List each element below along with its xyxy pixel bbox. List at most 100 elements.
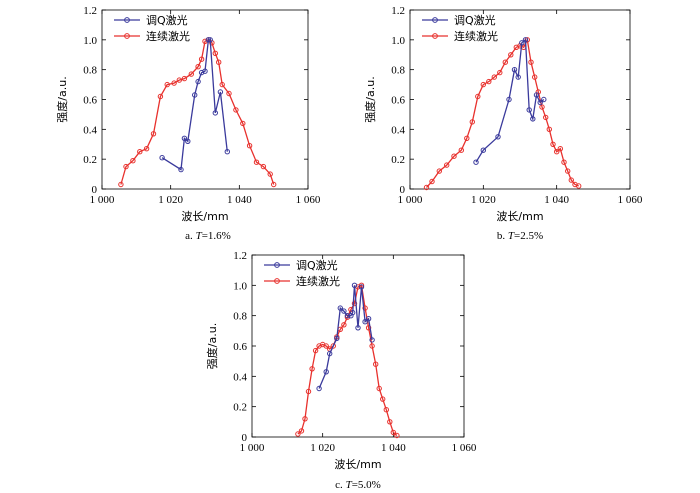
legend-label-cw: 连续激光 (454, 29, 498, 43)
data-point-cw (171, 80, 177, 86)
data-point-qswitch (473, 159, 479, 165)
data-point-qswitch (334, 335, 340, 342)
data-point-cw (157, 93, 164, 100)
data-point-cw (164, 81, 170, 88)
data-point-cw (341, 322, 347, 328)
data-point-cw (176, 77, 183, 83)
data-point-qswitch (181, 135, 188, 142)
legend-marker-cw (274, 278, 280, 284)
data-point-qswitch (159, 155, 165, 161)
y-tick-label: 0.6 (391, 95, 405, 107)
x-tick-label: 1 060 (296, 194, 321, 206)
data-point-cw (302, 416, 308, 422)
data-point-qswitch (506, 96, 512, 103)
series-line-cw (426, 37, 579, 188)
data-point-qswitch (341, 308, 347, 314)
data-point-qswitch (480, 147, 486, 153)
y-tick-label: 1.2 (233, 250, 247, 262)
data-point-cw (188, 71, 195, 77)
x-tick-label: 1 040 (381, 442, 406, 454)
legend-label-cw: 连续激光 (296, 274, 340, 288)
x-tick-label: 1 020 (158, 194, 183, 206)
data-point-qswitch (337, 305, 343, 311)
data-point-cw (365, 325, 372, 331)
data-point-cw (508, 52, 514, 58)
data-point-cw (369, 343, 375, 349)
data-point-cw (240, 120, 246, 127)
data-point-cw (532, 74, 538, 80)
data-point-cw (150, 131, 157, 137)
data-point-qswitch (185, 138, 191, 145)
plot-frame (251, 254, 465, 438)
y-tick-label: 0.8 (391, 65, 405, 77)
y-axis-label: 强度/a.u. (55, 76, 69, 122)
data-point-cw (429, 178, 435, 185)
y-tick-label: 1.0 (391, 35, 405, 47)
y-axis-label: 强度/a.u. (363, 76, 377, 122)
x-axis-label: 波长/mm (334, 458, 381, 471)
data-point-cw (143, 146, 150, 152)
data-point-cw (253, 159, 260, 165)
data-point-cw (550, 141, 556, 148)
plot-frame (409, 9, 631, 190)
series-line-qswitch (161, 39, 228, 171)
data-point-cw (123, 163, 129, 170)
legend-marker-qswitch (432, 17, 438, 23)
y-tick-label: 0 (92, 184, 98, 196)
legend-label-qswitch: 调Q激光 (296, 258, 338, 272)
y-tick-label: 1.0 (233, 280, 247, 292)
data-point-qswitch (316, 385, 322, 392)
data-point-cw (130, 158, 136, 164)
data-point-cw (260, 163, 267, 170)
data-point-cw (458, 147, 464, 153)
data-point-cw (387, 419, 393, 425)
y-tick-label: 0 (400, 184, 406, 196)
data-point-cw (497, 69, 503, 76)
data-point-qswitch (178, 166, 184, 173)
y-tick-label: 0.2 (83, 154, 97, 166)
data-point-cw (486, 78, 492, 85)
data-point-cw (383, 407, 389, 413)
data-point-cw (502, 59, 508, 65)
data-point-cw (546, 126, 552, 133)
y-tick-label: 1.2 (391, 5, 405, 17)
x-tick-label: 1 020 (471, 194, 496, 206)
data-point-cw (539, 104, 545, 110)
data-point-qswitch (351, 282, 358, 288)
x-axis-label: 波长/mm (181, 210, 228, 223)
data-point-cw (565, 168, 571, 174)
data-point-cw (528, 59, 534, 65)
data-point-cw (475, 93, 481, 100)
data-point-cw (233, 107, 239, 113)
x-tick-label: 1 000 (90, 194, 115, 206)
y-tick-label: 0.6 (83, 95, 97, 107)
data-point-cw (305, 388, 312, 395)
data-point-cw (436, 168, 442, 174)
data-point-cw (351, 300, 358, 307)
data-point-qswitch (369, 337, 375, 343)
y-tick-label: 0.2 (391, 154, 405, 166)
data-point-cw (380, 396, 386, 402)
data-point-cw (298, 428, 305, 434)
y-tick-label: 0.4 (391, 124, 405, 136)
chart-b: 0 0.2 0.4 0.6 0.8 1.0 1.2 1 000 1 020 1 040 1 060 波… (363, 5, 643, 242)
data-point-cw (480, 81, 486, 88)
legend-marker-cw (124, 33, 130, 39)
series-line-cw (120, 39, 275, 185)
x-tick-label: 1 040 (544, 194, 569, 206)
series-line-cw (297, 284, 398, 436)
data-point-qswitch (515, 74, 521, 80)
data-point-qswitch (205, 37, 212, 43)
x-tick-label: 1 060 (618, 194, 643, 206)
data-point-qswitch (537, 99, 543, 106)
y-tick-label: 0 (242, 432, 248, 444)
chart-a: 0 0.2 0.4 0.6 0.8 1.0 1.2 1 000 1 020 1 040 1 060 波… (55, 5, 321, 242)
data-point-cw (118, 181, 124, 188)
data-point-cw (561, 159, 567, 165)
x-tick-label: 1 060 (452, 442, 477, 454)
data-point-cw (444, 162, 450, 168)
x-tick-label: 1 000 (240, 442, 265, 454)
legend-marker-qswitch (274, 262, 280, 268)
data-point-cw (195, 64, 201, 70)
